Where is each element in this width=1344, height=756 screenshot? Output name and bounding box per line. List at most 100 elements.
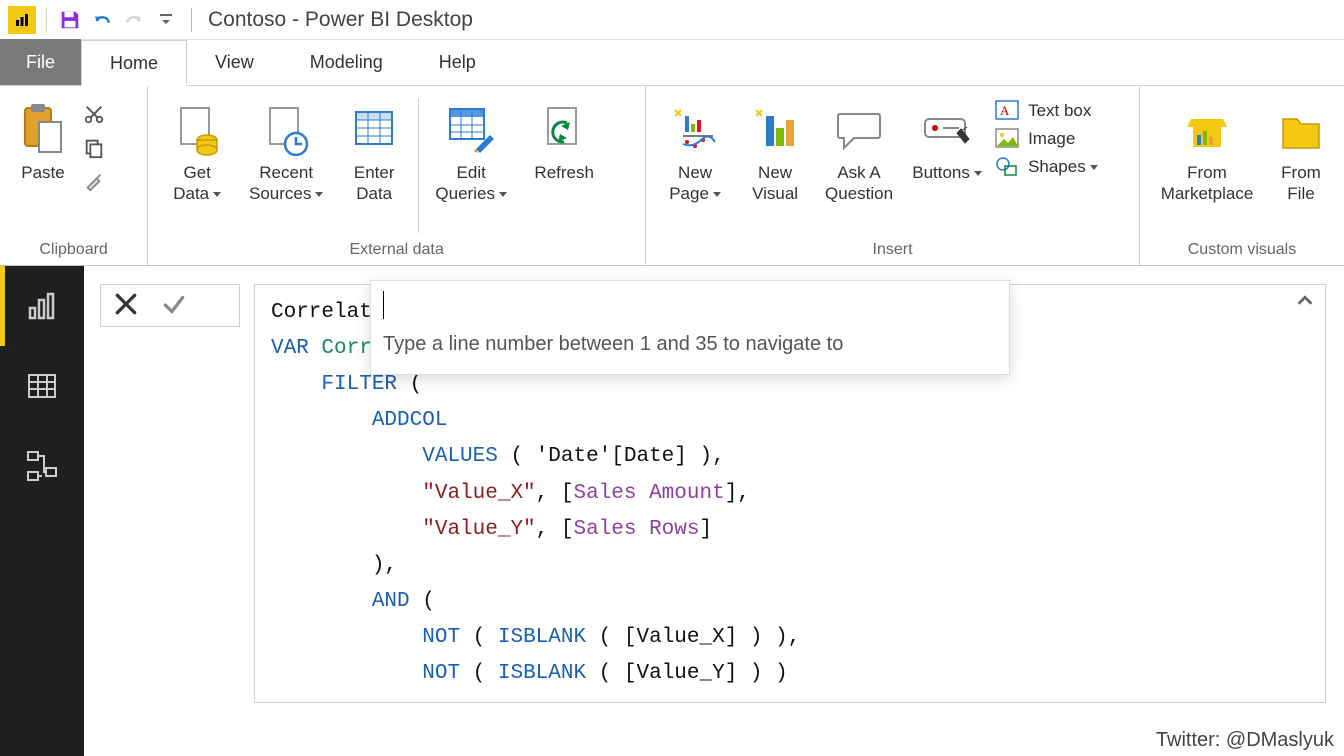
clipboard-small-buttons bbox=[80, 94, 108, 196]
refresh-icon bbox=[540, 98, 588, 162]
group-insert: New Page New Visual Ask A Question Butto… bbox=[646, 86, 1140, 265]
image-button[interactable]: Image bbox=[994, 128, 1098, 150]
code-indent-6 bbox=[271, 482, 422, 505]
code-str-valuey: "Value_Y" bbox=[422, 518, 535, 541]
code-paren: ( bbox=[397, 373, 422, 396]
from-marketplace-button[interactable]: From Marketplace bbox=[1148, 94, 1266, 209]
svg-text:A: A bbox=[1000, 103, 1010, 118]
group-divider bbox=[418, 98, 419, 233]
from-file-button[interactable]: From File bbox=[1266, 94, 1336, 209]
textbox-button[interactable]: A Text box bbox=[994, 100, 1098, 122]
nav-report[interactable] bbox=[0, 266, 84, 346]
title-bar: Contoso - Power BI Desktop bbox=[0, 0, 1344, 40]
format-painter-icon[interactable] bbox=[80, 168, 108, 196]
get-data-label: Get Data bbox=[173, 162, 221, 205]
new-page-label: New Page bbox=[669, 162, 721, 205]
enter-data-icon bbox=[350, 98, 398, 162]
left-nav bbox=[0, 266, 84, 756]
code-indent-11 bbox=[271, 662, 422, 685]
enter-data-button[interactable]: Enter Data bbox=[334, 94, 414, 209]
formula-cancel-icon[interactable] bbox=[113, 291, 139, 320]
shapes-label: Shapes bbox=[1028, 157, 1098, 177]
group-clipboard: Paste Clipboard bbox=[0, 86, 148, 265]
redo-icon[interactable] bbox=[121, 7, 147, 33]
group-label-insert: Insert bbox=[646, 237, 1139, 265]
recent-sources-icon bbox=[262, 98, 310, 162]
refresh-button[interactable]: Refresh bbox=[519, 94, 609, 187]
divider bbox=[46, 8, 47, 32]
edit-queries-label: Edit Queries bbox=[435, 162, 507, 205]
shapes-button[interactable]: Shapes bbox=[994, 156, 1098, 178]
title-separator bbox=[191, 8, 192, 32]
copy-icon[interactable] bbox=[80, 134, 108, 162]
code-kw-not-2: NOT bbox=[422, 662, 460, 685]
save-icon[interactable] bbox=[57, 7, 83, 33]
code-kw-and: AND bbox=[372, 590, 410, 613]
code-kw-addcol: ADDCOL bbox=[271, 409, 447, 432]
group-label-custom: Custom visuals bbox=[1140, 237, 1344, 265]
get-data-button[interactable]: Get Data bbox=[156, 94, 238, 209]
code-kw-isblank-1: ISBLANK bbox=[498, 626, 586, 649]
nav-data[interactable] bbox=[0, 346, 84, 426]
get-data-icon bbox=[173, 98, 221, 162]
textbox-label: Text box bbox=[1028, 101, 1091, 121]
new-visual-button[interactable]: New Visual bbox=[736, 94, 814, 209]
credit-text: Twitter: @DMaslyuk bbox=[1156, 729, 1334, 752]
tab-file[interactable]: File bbox=[0, 39, 81, 85]
window-title: Contoso - Power BI Desktop bbox=[208, 8, 473, 32]
ribbon-tabs: File Home View Modeling Help bbox=[0, 40, 1344, 86]
buttons-label: Buttons bbox=[912, 162, 982, 183]
formula-commit-icon[interactable] bbox=[161, 291, 187, 320]
group-custom-visuals: From Marketplace From File Custom visual… bbox=[1140, 86, 1344, 265]
code-meas-sales-rows: Sales Rows bbox=[573, 518, 699, 541]
tab-home[interactable]: Home bbox=[81, 40, 187, 86]
new-page-button[interactable]: New Page bbox=[654, 94, 736, 209]
code-kw-var: VAR bbox=[271, 337, 309, 360]
paste-button[interactable]: Paste bbox=[8, 94, 78, 187]
image-icon bbox=[994, 128, 1020, 150]
ribbon: Paste Clipboard Get Data Recent Sources … bbox=[0, 86, 1344, 266]
qat-more-icon[interactable] bbox=[153, 7, 179, 33]
new-visual-label: New Visual bbox=[752, 162, 798, 205]
from-file-label: From File bbox=[1281, 162, 1321, 205]
goto-line-hint: Type a line number between 1 and 35 to n… bbox=[371, 333, 1009, 374]
code-rest-7a: , [ bbox=[536, 518, 574, 541]
refresh-label: Refresh bbox=[534, 162, 594, 183]
goto-line-input[interactable] bbox=[371, 281, 1009, 333]
ask-question-button[interactable]: Ask A Question bbox=[814, 94, 904, 209]
edit-queries-icon bbox=[446, 98, 496, 162]
tab-modeling[interactable]: Modeling bbox=[282, 39, 411, 85]
marketplace-label: From Marketplace bbox=[1161, 162, 1254, 205]
goto-line-popup: Type a line number between 1 and 35 to n… bbox=[370, 280, 1010, 375]
ask-question-icon bbox=[834, 98, 884, 162]
code-rest-5: ( 'Date'[Date] ), bbox=[498, 445, 725, 468]
enter-data-label: Enter Data bbox=[354, 162, 395, 205]
code-str-valuex: "Value_X" bbox=[422, 482, 535, 505]
code-kw-values: VALUES bbox=[422, 445, 498, 468]
edit-queries-button[interactable]: Edit Queries bbox=[423, 94, 519, 209]
code-rest-11: ( [Value_Y] ) ) bbox=[586, 662, 788, 685]
cut-icon[interactable] bbox=[80, 100, 108, 128]
group-label-external: External data bbox=[148, 237, 645, 265]
recent-sources-label: Recent Sources bbox=[249, 162, 323, 205]
buttons-icon bbox=[921, 98, 973, 162]
buttons-button[interactable]: Buttons bbox=[904, 94, 990, 187]
code-kw-filter: FILTER bbox=[271, 373, 397, 396]
shapes-icon bbox=[994, 156, 1020, 178]
group-external-data: Get Data Recent Sources Enter Data Edit … bbox=[148, 86, 646, 265]
group-label-clipboard: Clipboard bbox=[0, 237, 147, 265]
code-indent-9 bbox=[271, 590, 372, 613]
nav-model[interactable] bbox=[0, 426, 84, 506]
tab-view[interactable]: View bbox=[187, 39, 282, 85]
from-file-icon bbox=[1277, 98, 1325, 162]
undo-icon[interactable] bbox=[89, 7, 115, 33]
code-rest-6a: , [ bbox=[536, 482, 574, 505]
code-indent-7 bbox=[271, 518, 422, 541]
tab-help[interactable]: Help bbox=[411, 39, 504, 85]
marketplace-icon bbox=[1181, 98, 1233, 162]
code-space-10: ( bbox=[460, 626, 498, 649]
code-rest-6b: ], bbox=[725, 482, 750, 505]
new-page-icon bbox=[669, 98, 721, 162]
app-icon bbox=[8, 6, 36, 34]
recent-sources-button[interactable]: Recent Sources bbox=[238, 94, 334, 209]
